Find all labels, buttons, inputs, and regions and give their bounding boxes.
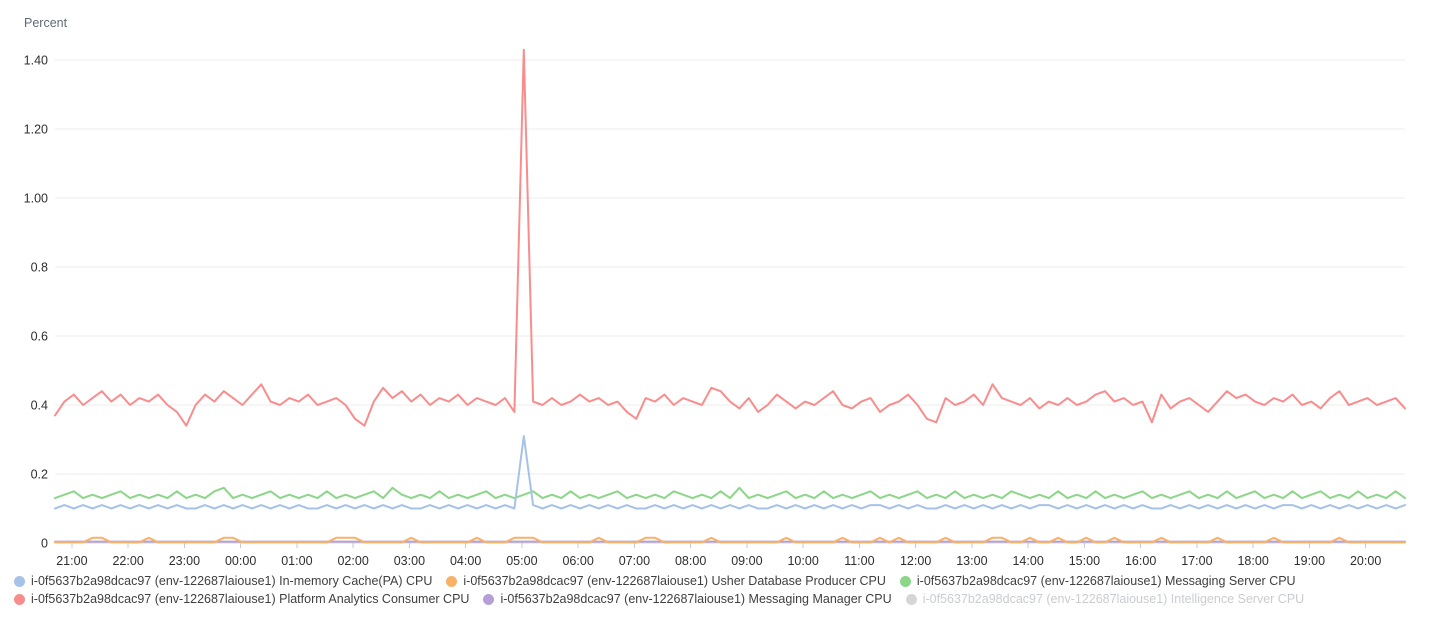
y-tick-label: 1.00	[24, 192, 48, 206]
x-tick-label: 12:00	[900, 554, 931, 568]
legend-item[interactable]: i-0f5637b2a98dcac97 (env-122687laiouse1)…	[905, 592, 1305, 606]
x-tick-label: 22:00	[112, 554, 143, 568]
x-tick-label: 08:00	[675, 554, 706, 568]
legend-swatch-icon	[899, 575, 911, 587]
y-tick-label: 1.20	[24, 123, 48, 137]
series-line	[54, 48, 1406, 427]
legend-swatch-icon	[14, 593, 25, 605]
x-tick-label: 03:00	[394, 554, 425, 568]
x-tick-label: 20:00	[1350, 554, 1381, 568]
x-tick-label: 07:00	[619, 554, 650, 568]
x-tick-label: 00:00	[225, 554, 256, 568]
x-tick-label: 09:00	[731, 554, 762, 568]
x-tick-label: 15:00	[1069, 554, 1100, 568]
x-tick-label: 11:00	[844, 554, 874, 568]
x-tick-label: 23:00	[169, 554, 200, 568]
legend-item-label: i-0f5637b2a98dcac97 (env-122687laiouse1)…	[500, 592, 892, 606]
x-tick-label: 18:00	[1237, 554, 1268, 568]
y-tick-label: 0	[41, 537, 48, 551]
legend-item-label: i-0f5637b2a98dcac97 (env-122687laiouse1)…	[922, 592, 1305, 606]
x-tick-label: 14:00	[1012, 554, 1043, 568]
x-tick-label: 06:00	[562, 554, 593, 568]
cpu-line-chart[interactable]: 0 0.2 0.4 0.6 0.8 1.00 1.20 1.40 21:00 22:00 23:00…	[0, 0, 1429, 570]
legend-swatch-icon	[446, 575, 458, 587]
x-tick-label: 17:00	[1181, 554, 1212, 568]
chart-legend: i-0f5637b2a98dcac97 (env-122687laiouse1)…	[14, 574, 1304, 606]
x-tick-label: 04:00	[450, 554, 481, 568]
series-line	[54, 486, 1406, 500]
y-tick-label: 0.6	[31, 330, 48, 344]
y-tick-label: 1.40	[24, 54, 48, 68]
legend-item[interactable]: i-0f5637b2a98dcac97 (env-122687laiouse1)…	[14, 574, 432, 588]
y-tick-label: 0.2	[31, 468, 48, 482]
x-tick-label: 19:00	[1294, 554, 1325, 568]
series-line	[54, 536, 1406, 544]
x-tick-label: 13:00	[956, 554, 987, 568]
legend-row: i-0f5637b2a98dcac97 (env-122687laiouse1)…	[14, 592, 1304, 606]
legend-swatch-icon	[905, 593, 917, 605]
legend-swatch-icon	[483, 593, 495, 605]
legend-item-label: i-0f5637b2a98dcac97 (env-122687laiouse1)…	[463, 574, 886, 588]
legend-row: i-0f5637b2a98dcac97 (env-122687laiouse1)…	[14, 574, 1304, 588]
legend-swatch-icon	[14, 575, 25, 587]
legend-item[interactable]: i-0f5637b2a98dcac97 (env-122687laiouse1)…	[14, 592, 469, 606]
x-tick-label: 01:00	[281, 554, 312, 568]
legend-item-label: i-0f5637b2a98dcac97 (env-122687laiouse1)…	[31, 574, 433, 588]
x-tick-label: 02:00	[337, 554, 368, 568]
legend-item-label: i-0f5637b2a98dcac97 (env-122687laiouse1)…	[31, 592, 470, 606]
legend-item-label: i-0f5637b2a98dcac97 (env-122687laiouse1)…	[916, 574, 1296, 588]
x-tick-label: 16:00	[1125, 554, 1156, 568]
y-tick-label: 0.4	[31, 399, 48, 413]
legend-item[interactable]: i-0f5637b2a98dcac97 (env-122687laiouse1)…	[483, 592, 892, 606]
legend-item[interactable]: i-0f5637b2a98dcac97 (env-122687laiouse1)…	[899, 574, 1296, 588]
x-tick-label: 10:00	[787, 554, 818, 568]
y-tick-label: 0.8	[31, 261, 48, 275]
legend-item[interactable]: i-0f5637b2a98dcac97 (env-122687laiouse1)…	[446, 574, 886, 588]
series-line	[54, 435, 1406, 510]
x-tick-label: 05:00	[506, 554, 537, 568]
y-axis-title: Percent	[24, 16, 68, 30]
x-tick-label: 21:00	[56, 554, 87, 568]
